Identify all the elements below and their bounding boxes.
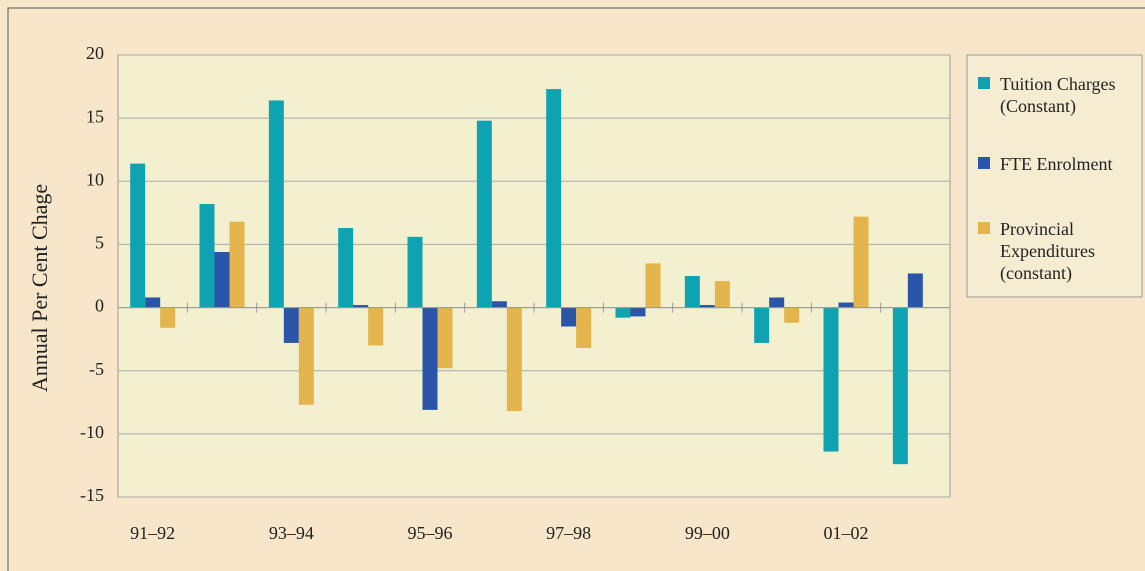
bar bbox=[476, 120, 492, 308]
bar bbox=[769, 297, 785, 308]
bar bbox=[145, 297, 161, 308]
bar bbox=[754, 307, 770, 343]
x-tick-label: 95–96 bbox=[408, 523, 453, 543]
bar bbox=[546, 89, 562, 308]
y-tick-label: -10 bbox=[80, 422, 104, 442]
bar bbox=[907, 273, 923, 308]
bar bbox=[283, 307, 299, 343]
bar bbox=[407, 236, 423, 308]
y-tick-label: 10 bbox=[86, 169, 104, 189]
bar bbox=[714, 281, 730, 308]
y-tick-label: 5 bbox=[95, 233, 104, 253]
bar bbox=[645, 263, 661, 308]
bar bbox=[214, 252, 230, 308]
bar bbox=[268, 100, 284, 308]
bar bbox=[491, 301, 507, 308]
bar bbox=[130, 163, 146, 308]
legend-label: FTE Enrolment bbox=[1000, 154, 1113, 174]
legend-label: Provincial Expenditures (constant) bbox=[1000, 219, 1095, 283]
x-tick-label: 01–02 bbox=[824, 523, 869, 543]
legend-label: Tuition Charges (Constant) bbox=[1000, 74, 1116, 116]
bar bbox=[298, 307, 314, 405]
bar bbox=[784, 307, 800, 323]
bar bbox=[684, 276, 700, 308]
y-tick-label: -15 bbox=[80, 485, 104, 505]
legend-box bbox=[966, 54, 1143, 298]
bar bbox=[160, 307, 176, 328]
bar bbox=[199, 204, 215, 308]
y-tick-label: 15 bbox=[86, 106, 104, 126]
bar bbox=[229, 221, 245, 308]
bar bbox=[630, 307, 646, 317]
bar bbox=[892, 307, 908, 465]
y-tick-label: -5 bbox=[89, 359, 104, 379]
bar bbox=[576, 307, 592, 348]
frame bbox=[7, 7, 1145, 571]
y-axis-label: Annual Per Cent Chage bbox=[27, 184, 52, 392]
y-tick-label: 0 bbox=[95, 296, 104, 316]
bar bbox=[368, 307, 384, 346]
bar bbox=[437, 307, 453, 369]
bar bbox=[838, 302, 854, 308]
bar bbox=[853, 216, 869, 308]
bar bbox=[615, 307, 631, 318]
x-tick-label: 97–98 bbox=[546, 523, 591, 543]
bar bbox=[561, 307, 577, 327]
bar bbox=[353, 305, 369, 308]
bar bbox=[506, 307, 522, 412]
bar bbox=[422, 307, 438, 410]
legend-swatch bbox=[978, 157, 990, 169]
plot-area bbox=[117, 54, 951, 498]
x-tick-label: 99–00 bbox=[685, 523, 730, 543]
y-tick-label: 20 bbox=[86, 43, 104, 63]
bar bbox=[823, 307, 839, 452]
legend-swatch bbox=[978, 77, 990, 89]
legend-swatch bbox=[978, 222, 990, 234]
x-tick-label: 91–92 bbox=[130, 523, 175, 543]
bar bbox=[699, 305, 715, 308]
x-tick-label: 93–94 bbox=[269, 523, 314, 543]
bar bbox=[338, 228, 354, 308]
